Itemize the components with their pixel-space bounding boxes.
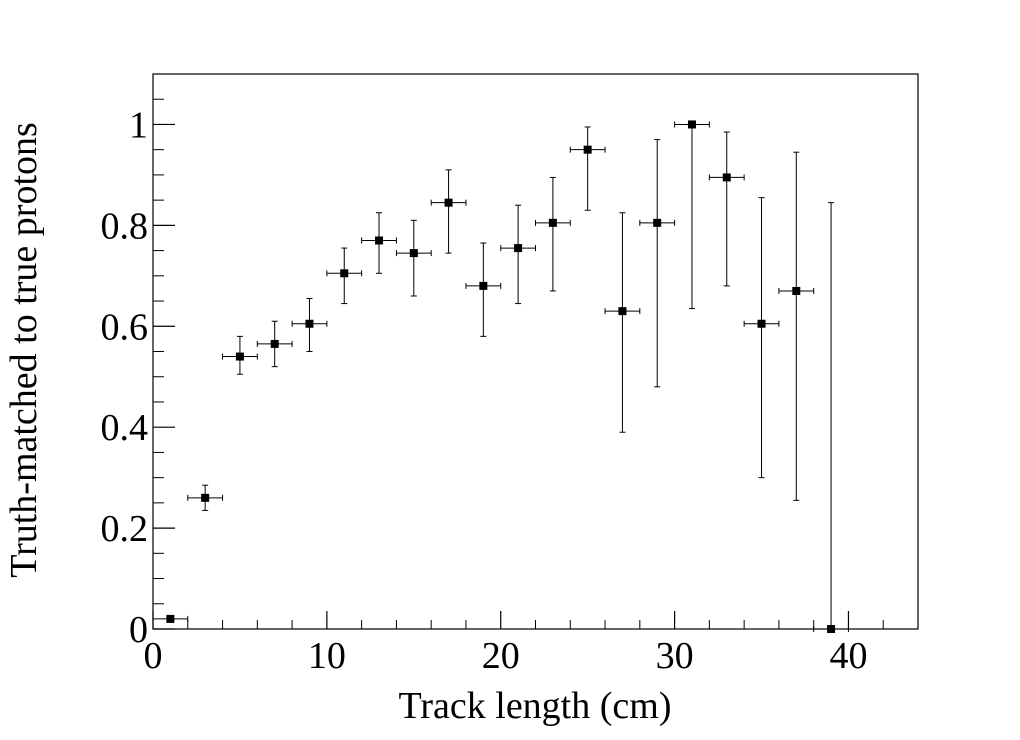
point-marker xyxy=(166,614,175,623)
data-point xyxy=(256,320,293,368)
x-axis-label: Track length (cm) xyxy=(399,685,672,727)
point-marker xyxy=(444,198,453,207)
y-tick-label: 0.8 xyxy=(101,205,149,247)
data-point xyxy=(778,151,815,501)
data-point xyxy=(395,219,432,297)
point-marker xyxy=(583,145,592,154)
point-marker xyxy=(340,269,349,278)
y-tick-label: 0.4 xyxy=(101,407,149,449)
point-marker xyxy=(722,173,731,182)
x-tick-label: 40 xyxy=(829,635,867,677)
data-point xyxy=(535,176,571,292)
data-point xyxy=(674,120,710,310)
data-point xyxy=(500,204,536,305)
point-marker xyxy=(479,281,488,290)
data-point xyxy=(743,197,780,479)
y-tick-label: 0 xyxy=(129,609,148,651)
point-marker xyxy=(548,218,557,227)
point-marker xyxy=(618,307,627,316)
data-point xyxy=(326,247,363,305)
point-marker xyxy=(235,352,244,361)
point-marker xyxy=(827,625,836,633)
point-marker xyxy=(375,236,384,245)
data-point xyxy=(639,139,676,388)
y-axis: 0 0.2 0.4 0.6 0.8 1 xyxy=(101,73,175,651)
x-tick-label: 20 xyxy=(482,635,520,677)
data-point xyxy=(430,169,467,254)
y-tick-label: 0.2 xyxy=(101,508,149,550)
point-marker xyxy=(514,244,523,253)
data-point xyxy=(222,335,258,375)
x-tick-label: 10 xyxy=(308,635,346,677)
data-point xyxy=(152,614,189,623)
data-point xyxy=(813,202,849,633)
data-series xyxy=(152,120,849,633)
y-axis-label: Truth-matched to true protons xyxy=(3,122,45,578)
point-marker xyxy=(687,120,696,129)
data-point xyxy=(465,242,502,337)
x-axis: 0 10 20 30 40 xyxy=(144,611,919,677)
data-point xyxy=(569,126,606,211)
data-point xyxy=(291,298,328,352)
plot-border xyxy=(152,73,919,630)
point-marker xyxy=(409,249,418,258)
point-marker xyxy=(653,218,662,227)
y-tick-label: 0.6 xyxy=(101,306,149,348)
data-point xyxy=(361,212,397,274)
data-point xyxy=(708,131,745,287)
point-marker xyxy=(305,319,314,328)
data-point xyxy=(604,212,641,433)
x-tick-label: 30 xyxy=(656,635,694,677)
y-tick-label: 1 xyxy=(129,104,148,146)
x-tick-label: 0 xyxy=(144,635,163,677)
point-marker xyxy=(201,493,210,502)
data-point xyxy=(187,484,224,511)
point-marker xyxy=(792,286,801,295)
point-marker xyxy=(270,339,279,348)
plot-frame xyxy=(152,73,919,630)
point-marker xyxy=(757,319,766,328)
